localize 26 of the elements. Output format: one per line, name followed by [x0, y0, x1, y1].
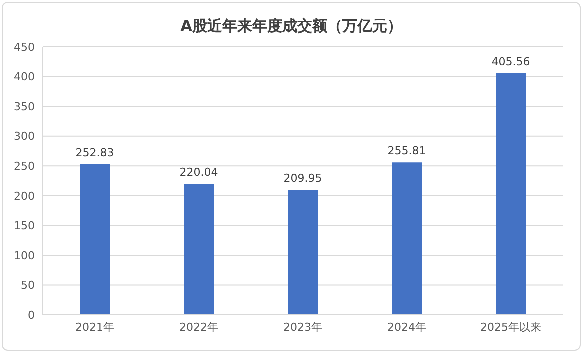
y-tick-label: 50 [21, 279, 35, 292]
y-tick-label: 350 [14, 100, 35, 114]
y-tick-label: 200 [14, 190, 35, 203]
data-label: 209.95 [284, 172, 322, 185]
data-label: 255.81 [388, 144, 426, 158]
y-tick-label: 300 [14, 130, 35, 144]
data-label: 405.56 [492, 55, 530, 68]
x-tick-label: 2022年 [180, 320, 218, 334]
data-label: 220.04 [180, 166, 218, 179]
y-tick-label: 450 [14, 40, 35, 54]
bar [288, 190, 318, 315]
y-tick-label: 400 [14, 70, 35, 84]
chart-title: A股近年来年度成交额（万亿元） [180, 17, 402, 35]
y-tick-label: 150 [14, 220, 35, 233]
y-tick-label: 100 [14, 249, 35, 262]
bar [496, 73, 526, 315]
y-tick-label: 0 [28, 308, 35, 322]
y-tick-label: 250 [14, 160, 35, 174]
bar [392, 162, 422, 315]
x-tick-label: 2025年以来 [480, 320, 542, 334]
bar [184, 184, 214, 315]
x-tick-label: 2023年 [284, 320, 322, 334]
x-tick-label: 2024年 [388, 320, 426, 334]
x-tick-label: 2021年 [76, 320, 114, 334]
data-label: 252.83 [76, 146, 114, 160]
bar [80, 164, 110, 315]
